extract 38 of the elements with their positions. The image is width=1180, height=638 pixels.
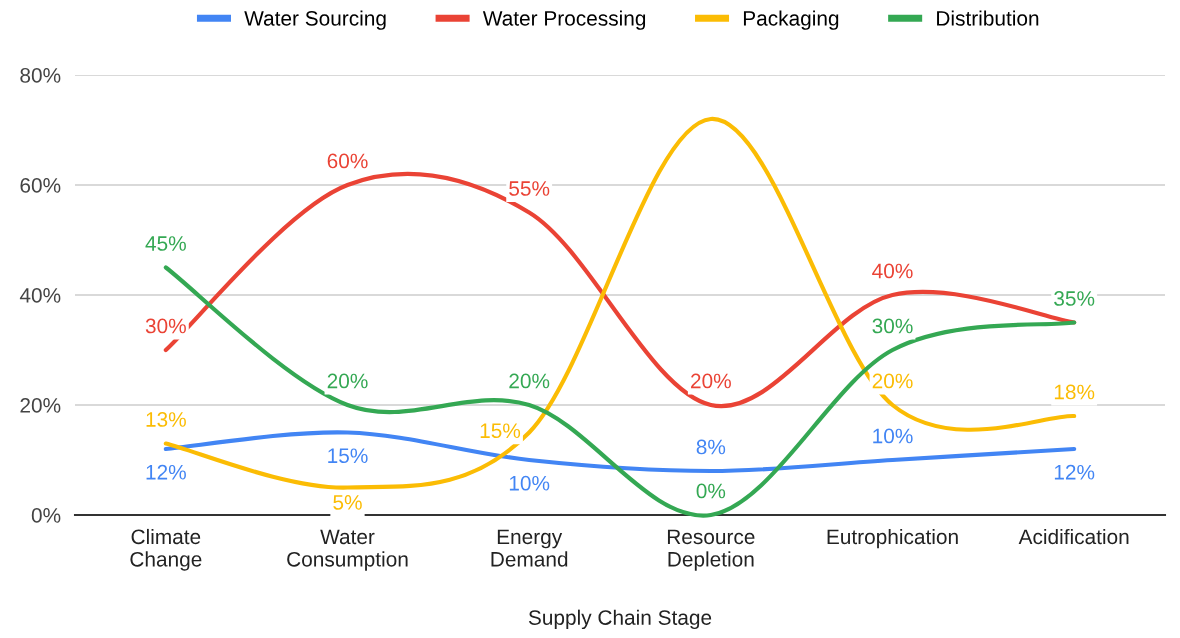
y-tick-label: 40% <box>19 288 61 303</box>
x-tick-label: Resource Depletion <box>667 529 755 571</box>
data-label: 12% <box>1054 464 1095 480</box>
x-tick-label: Energy Demand <box>491 529 568 567</box>
legend-label: Water Sourcing <box>244 10 386 30</box>
x-tick-label: Acidification <box>1018 528 1129 545</box>
data-label: 20% <box>691 373 731 389</box>
data-label: 30% <box>145 318 186 334</box>
data-label: 13% <box>146 412 186 427</box>
data-label: 20% <box>872 373 913 389</box>
data-label: 20% <box>327 373 368 389</box>
y-tick-label: 60% <box>20 178 61 193</box>
data-label: 45% <box>145 236 186 251</box>
legend-label: Distribution <box>937 10 1039 26</box>
x-tick-label: Eutrophication <box>827 528 958 549</box>
data-label: 15% <box>328 448 368 464</box>
data-label: 10% <box>873 428 913 444</box>
x-axis-title: Supply Chain Stage <box>528 609 712 630</box>
y-tick-label: 20% <box>20 398 61 413</box>
data-label: 55% <box>509 181 550 196</box>
data-label: 5% <box>333 495 362 510</box>
x-tick-label: Climate Change <box>130 528 202 571</box>
legend-label: Water Processing <box>482 10 646 30</box>
data-label: 30% <box>872 318 913 334</box>
data-label: 35% <box>1054 291 1095 306</box>
y-tick-label: 0% <box>31 508 61 523</box>
data-label: 12% <box>146 464 186 480</box>
data-label: 0% <box>696 483 726 499</box>
data-label: 18% <box>1054 384 1095 400</box>
data-label: 8% <box>696 439 726 455</box>
data-label: 15% <box>480 423 521 439</box>
data-label: 10% <box>509 475 550 491</box>
legend-label: Packaging <box>743 10 839 30</box>
x-tick-label: Water Consumption <box>287 529 408 571</box>
data-label: 20% <box>509 373 550 389</box>
data-label: 40% <box>872 263 913 279</box>
data-label: 60% <box>327 153 368 169</box>
y-tick-label: 80% <box>20 68 61 83</box>
